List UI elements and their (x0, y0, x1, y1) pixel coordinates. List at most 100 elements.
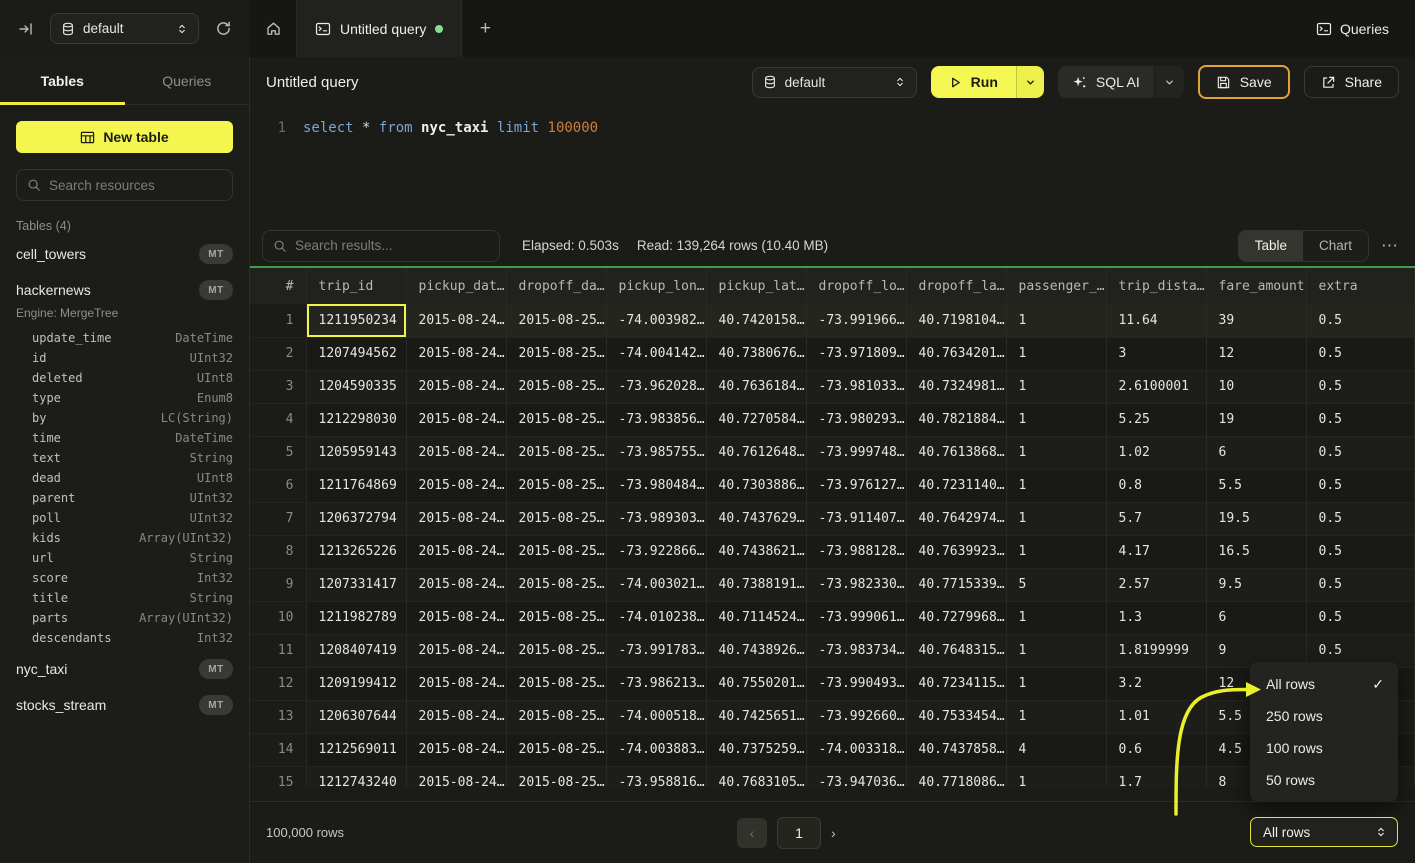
table-cell[interactable]: 19.5 (1206, 502, 1307, 536)
run-options-button[interactable] (1015, 66, 1044, 98)
table-cell[interactable]: -73.976127… (806, 469, 907, 503)
table-cell[interactable]: -73.985755… (606, 436, 707, 470)
table-cell[interactable]: 1 (1006, 469, 1107, 503)
schema-column-type[interactable]: type Enum8 (16, 388, 233, 408)
table-cell[interactable]: 5.5 (1206, 469, 1307, 503)
table-cell[interactable]: 40.7303886… (706, 469, 807, 503)
table-cell[interactable]: 4.17 (1106, 535, 1207, 569)
table-cell[interactable]: 9 (1206, 634, 1307, 668)
database-selector[interactable]: default (50, 13, 199, 44)
table-cell[interactable]: -74.000518… (606, 700, 707, 734)
table-cell[interactable]: -73.999748… (806, 436, 907, 470)
table-cell[interactable]: 2015-08-24… (406, 667, 507, 701)
schema-column-by[interactable]: by LC(String) (16, 408, 233, 428)
table-cell[interactable]: 0.5 (1306, 436, 1415, 470)
run-button[interactable]: Run (930, 66, 1016, 98)
schema-column-time[interactable]: time DateTime (16, 428, 233, 448)
table-cell[interactable]: 0.8 (1106, 469, 1207, 503)
table-cell[interactable]: -74.004142… (606, 337, 707, 371)
table-cell[interactable]: 1.7 (1106, 766, 1207, 787)
table-cell[interactable]: -73.999061… (806, 601, 907, 635)
query-database-selector[interactable]: default (751, 66, 917, 98)
table-cell[interactable]: 40.7533454… (906, 700, 1007, 734)
table-cell[interactable]: 1 (1006, 502, 1107, 536)
table-cell[interactable]: -74.003318… (806, 733, 907, 767)
table-cell[interactable]: -73.971809… (806, 337, 907, 371)
table-cell[interactable]: -73.991966… (806, 304, 907, 338)
sidebar-tab-tables[interactable]: Tables (0, 57, 125, 105)
table-cell[interactable]: 0.5 (1306, 304, 1415, 338)
schema-column-text[interactable]: text String (16, 448, 233, 468)
table-cell[interactable]: 40.7438621… (706, 535, 807, 569)
menu-item-250-rows[interactable]: 250 rows (1250, 700, 1398, 732)
column-header-dropoff_la[interactable]: dropoff_la… (906, 268, 1007, 304)
table-cell[interactable]: -73.983734… (806, 634, 907, 668)
table-cell[interactable]: 2015-08-24… (406, 370, 507, 404)
table-cell[interactable]: 1211764869 (306, 469, 407, 503)
previous-page-button[interactable]: ‹ (737, 817, 767, 848)
table-cell[interactable]: 1208407419 (306, 634, 407, 668)
table-cell[interactable]: 40.7821884… (906, 403, 1007, 437)
table-cell[interactable]: 1207494562 (306, 337, 407, 371)
schema-column-dead[interactable]: dead UInt8 (16, 468, 233, 488)
schema-column-poll[interactable]: poll UInt32 (16, 508, 233, 528)
table-cell[interactable]: 1213265226 (306, 535, 407, 569)
table-cell[interactable]: -73.958816… (606, 766, 707, 787)
column-header-passenger_[interactable]: passenger_… (1006, 268, 1107, 304)
table-cell[interactable]: 40.7715339… (906, 568, 1007, 602)
table-cell[interactable]: 40.7438926… (706, 634, 807, 668)
table-cell[interactable]: 2015-08-25… (506, 667, 607, 701)
table-cell[interactable]: 1212298030 (306, 403, 407, 437)
rows-per-page-select[interactable]: All rows (1250, 817, 1398, 847)
table-cell[interactable]: 1211982789 (306, 601, 407, 635)
table-cell[interactable]: 1 (1006, 337, 1107, 371)
table-cell[interactable]: 9.5 (1206, 568, 1307, 602)
table-cell[interactable]: 1 (1006, 370, 1107, 404)
table-cell[interactable]: -73.981033… (806, 370, 907, 404)
table-cell[interactable]: 4 (1006, 733, 1107, 767)
table-cell[interactable]: 5 (1006, 568, 1107, 602)
sidebar-table-stocks-stream[interactable]: stocks_stream MT (16, 690, 233, 720)
table-cell[interactable]: 40.7425651… (706, 700, 807, 734)
table-cell[interactable]: 2015-08-24… (406, 733, 507, 767)
table-cell[interactable]: 1209199412 (306, 667, 407, 701)
table-cell[interactable]: 1.02 (1106, 436, 1207, 470)
table-cell[interactable]: -73.983856… (606, 403, 707, 437)
table-cell[interactable]: 2015-08-25… (506, 304, 607, 338)
collapse-sidebar-button[interactable] (14, 17, 38, 41)
table-cell[interactable]: -73.922866… (606, 535, 707, 569)
table-cell[interactable]: 40.7550201… (706, 667, 807, 701)
column-header-pickup_dat[interactable]: pickup_dat… (406, 268, 507, 304)
table-cell[interactable]: 40.7683105… (706, 766, 807, 787)
table-cell[interactable]: 1212743240 (306, 766, 407, 787)
table-cell[interactable]: -73.991783… (606, 634, 707, 668)
table-cell[interactable]: 2015-08-25… (506, 601, 607, 635)
table-cell[interactable]: 40.7198104… (906, 304, 1007, 338)
tab-untitled-query[interactable]: Untitled query (296, 0, 463, 57)
sidebar-table-nyc-taxi[interactable]: nyc_taxi MT (16, 654, 233, 684)
column-header-index[interactable]: # (250, 268, 307, 304)
table-cell[interactable]: 2015-08-24… (406, 304, 507, 338)
table-cell[interactable]: 40.7380676… (706, 337, 807, 371)
schema-column-parent[interactable]: parent UInt32 (16, 488, 233, 508)
view-tab-chart[interactable]: Chart (1303, 231, 1368, 261)
table-cell[interactable]: -73.947036… (806, 766, 907, 787)
table-cell[interactable]: 1 (1006, 634, 1107, 668)
table-cell[interactable]: 39 (1206, 304, 1307, 338)
table-cell[interactable]: 40.7437629… (706, 502, 807, 536)
results-more-button[interactable]: ⋯ (1381, 235, 1399, 255)
column-header-pickup_lon[interactable]: pickup_lon… (606, 268, 707, 304)
table-cell[interactable]: 1 (1006, 700, 1107, 734)
table-cell[interactable]: 40.7420158… (706, 304, 807, 338)
table-cell[interactable]: 40.7613868… (906, 436, 1007, 470)
table-cell[interactable]: 1207331417 (306, 568, 407, 602)
table-cell[interactable]: 2015-08-24… (406, 469, 507, 503)
table-cell[interactable]: 2015-08-24… (406, 502, 507, 536)
table-cell[interactable]: 2015-08-25… (506, 535, 607, 569)
new-tab-button[interactable]: + (462, 0, 508, 57)
column-header-dropoff_lo[interactable]: dropoff_lo… (806, 268, 907, 304)
table-cell[interactable]: 2015-08-25… (506, 469, 607, 503)
table-cell[interactable]: -74.010238… (606, 601, 707, 635)
menu-item-100-rows[interactable]: 100 rows (1250, 732, 1398, 764)
next-page-button[interactable]: › (831, 825, 836, 841)
